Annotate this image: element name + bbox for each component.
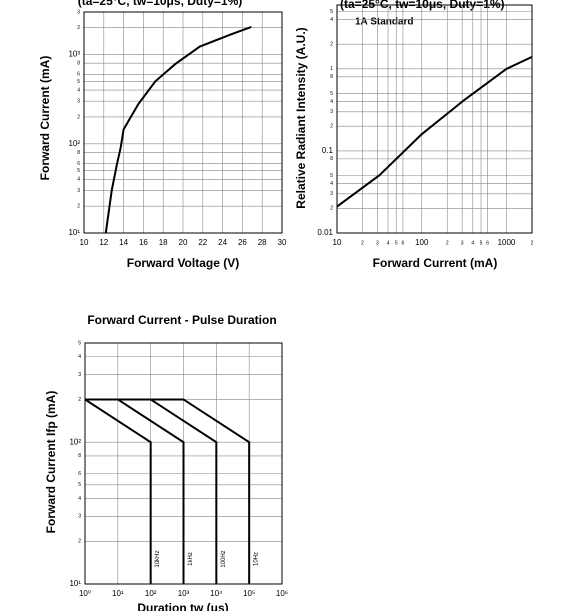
y-tick-label: 4 xyxy=(78,354,81,360)
y-tick-label: 6 xyxy=(78,471,81,477)
y-axis-label: Forward Current Ifp (mA) xyxy=(44,391,58,534)
y-tick-label: 5 xyxy=(77,168,80,174)
plot-frame xyxy=(83,11,283,234)
x-tick-label: 4 xyxy=(471,240,474,246)
x-tick-label: 10³ xyxy=(178,589,190,598)
y-tick-label: 10² xyxy=(69,437,81,446)
x-tick-label: 5 xyxy=(480,240,483,246)
chart-title: Forward Current - Pulse Duration xyxy=(87,313,276,327)
x-tick-label: 10¹ xyxy=(112,589,124,598)
x-tick-label: 2 xyxy=(446,240,449,246)
legend-label: 10Hz xyxy=(254,552,260,566)
x-tick-label: 10⁴ xyxy=(210,589,223,598)
data-line xyxy=(336,55,533,208)
y-tick-label: 3 xyxy=(77,9,80,15)
x-tick-label: 2 xyxy=(361,240,364,246)
y-tick-label: 8 xyxy=(330,156,333,162)
y-tick-label: 4 xyxy=(330,99,333,105)
y-tick-label: 5 xyxy=(330,91,333,97)
y-tick-label: 10¹ xyxy=(68,228,80,237)
y-tick-label: 2 xyxy=(78,539,81,545)
data-line xyxy=(84,398,152,584)
y-tick-label: 2 xyxy=(77,203,80,209)
y-tick-label: 3 xyxy=(77,99,80,105)
x-tick-label: 10⁰ xyxy=(79,589,91,598)
y-tick-label: 8 xyxy=(78,453,81,459)
y-tick-label: 2 xyxy=(330,124,333,130)
x-tick-label: 4 xyxy=(387,240,390,246)
x-tick-label: 12 xyxy=(99,238,108,247)
x-tick-label: 16 xyxy=(139,238,148,247)
x-tick-label: 14 xyxy=(119,238,128,247)
x-tick-label: 10² xyxy=(145,589,157,598)
x-tick-label: 10 xyxy=(333,238,342,247)
annotation: 1A Standard xyxy=(355,17,414,28)
y-tick-label: 6 xyxy=(77,161,80,167)
y-tick-label: 2 xyxy=(78,397,81,403)
y-tick-label: 5 xyxy=(77,79,80,85)
y-tick-label: 3 xyxy=(77,188,80,194)
data-line xyxy=(85,398,251,584)
legend-label: 100Hz xyxy=(221,550,227,567)
y-tick-label: 5 xyxy=(330,173,333,179)
plot-frame xyxy=(336,4,533,234)
y-tick-label: 6 xyxy=(77,72,80,78)
x-tick-label: 100 xyxy=(415,238,429,247)
y-tick-label: 4 xyxy=(77,87,80,93)
y-tick-label: 4 xyxy=(78,496,81,502)
y-tick-label: 10¹ xyxy=(69,579,81,588)
legend-label: 1kHz xyxy=(188,552,194,566)
x-tick-label: 18 xyxy=(159,238,168,247)
y-tick-label: 4 xyxy=(330,181,333,187)
x-tick-label: 24 xyxy=(218,238,227,247)
x-tick-label: 26 xyxy=(238,238,247,247)
chart-title: (ta=25°C, tw=10μs, Duty=1%) xyxy=(340,0,505,11)
y-tick-label: 3 xyxy=(330,109,333,115)
y-tick-label: 5 xyxy=(78,340,81,346)
y-tick-label: 8 xyxy=(77,150,80,156)
y-axis-label: Forward Current (mA) xyxy=(38,56,52,181)
y-tick-label: 2 xyxy=(77,25,80,31)
x-tick-label: 10⁶ xyxy=(276,589,288,598)
x-tick-label: 10⁵ xyxy=(243,589,255,598)
y-tick-label: 0.01 xyxy=(317,228,333,237)
x-axis-label: Forward Voltage (V) xyxy=(127,256,239,270)
x-tick-label: 1000 xyxy=(498,238,516,247)
legend-label: 10kHz xyxy=(155,550,161,567)
x-tick-label: 28 xyxy=(258,238,267,247)
x-tick-label: 6 xyxy=(486,240,489,246)
y-tick-label: 4 xyxy=(330,17,333,23)
x-tick-label: 10 xyxy=(80,238,89,247)
x-tick-label: 22 xyxy=(198,238,207,247)
y-tick-label: 5 xyxy=(330,9,333,15)
chart-title: (ta=25°C, tw=10μs, Duty=1%) xyxy=(78,0,243,8)
x-axis-label: Duration tw (μs) xyxy=(137,601,228,611)
y-tick-label: 1 xyxy=(330,66,333,72)
y-tick-label: 8 xyxy=(330,74,333,80)
y-tick-label: 10² xyxy=(68,139,80,148)
x-tick-label: 3 xyxy=(461,240,464,246)
y-tick-label: 3 xyxy=(78,372,81,378)
y-tick-label: 3 xyxy=(78,514,81,520)
x-tick-label: 30 xyxy=(278,238,287,247)
data-line xyxy=(85,398,185,584)
y-tick-label: 2 xyxy=(330,41,333,47)
y-tick-label: 2 xyxy=(77,114,80,120)
y-tick-label: 4 xyxy=(77,177,80,183)
y-tick-label: 3 xyxy=(330,191,333,197)
x-tick-label: 5 xyxy=(395,240,398,246)
x-axis-label: Forward Current (mA) xyxy=(373,256,498,270)
y-tick-label: 8 xyxy=(77,61,80,67)
x-tick-label: 2 xyxy=(531,240,534,246)
y-axis-label: Relative Radiant Intensity (A.U.) xyxy=(294,27,308,208)
data-line xyxy=(104,26,252,234)
y-tick-label: 10³ xyxy=(68,50,80,59)
y-tick-label: 0.1 xyxy=(322,146,334,155)
y-tick-label: 2 xyxy=(330,206,333,212)
x-tick-label: 20 xyxy=(179,238,188,247)
x-tick-label: 6 xyxy=(402,240,405,246)
y-tick-label: 5 xyxy=(78,482,81,488)
x-tick-label: 3 xyxy=(376,240,379,246)
